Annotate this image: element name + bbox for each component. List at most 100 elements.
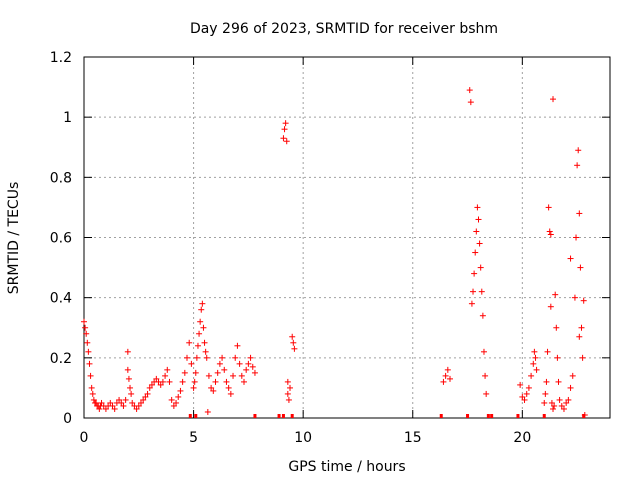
data-point	[148, 381, 155, 388]
data-point	[199, 300, 206, 307]
data-point	[245, 360, 252, 367]
plot-frame	[83, 56, 611, 419]
data-point	[198, 306, 205, 313]
data-point	[96, 405, 103, 412]
data-point	[144, 390, 151, 397]
data-point	[523, 390, 530, 397]
data-point	[210, 387, 217, 394]
data-point	[225, 384, 232, 391]
data-point	[544, 348, 551, 355]
data-point	[249, 363, 256, 370]
data-point	[571, 294, 578, 301]
data-point	[290, 339, 297, 346]
data-point	[186, 339, 193, 346]
data-point	[184, 354, 191, 361]
data-point	[202, 348, 209, 355]
zero-marker	[486, 414, 490, 418]
data-point	[116, 396, 123, 403]
data-point	[474, 204, 481, 211]
y-axis-label: SRMTID / TECUs	[6, 182, 22, 295]
data-point	[243, 366, 250, 373]
data-point	[90, 396, 97, 403]
zero-marker	[490, 414, 494, 418]
data-point	[168, 396, 175, 403]
data-point	[93, 399, 100, 406]
x-tick-label: 10	[294, 430, 312, 446]
zero-marker	[188, 414, 192, 418]
data-point	[153, 375, 160, 382]
data-point	[89, 390, 96, 397]
y-tick-label: 0.6	[50, 231, 72, 247]
data-point	[157, 381, 164, 388]
data-point	[227, 390, 234, 397]
data-point	[190, 384, 197, 391]
data-point	[85, 348, 92, 355]
y-tick-label: 0	[63, 411, 72, 427]
data-point	[525, 384, 532, 391]
y-tick-label: 1	[63, 110, 72, 126]
data-point	[466, 87, 473, 94]
data-point	[555, 378, 562, 385]
data-point	[238, 372, 245, 379]
data-point	[124, 348, 131, 355]
data-point	[140, 396, 147, 403]
data-point	[576, 333, 583, 340]
data-point	[284, 390, 291, 397]
zero-marker	[290, 414, 294, 418]
data-point	[197, 318, 204, 325]
data-point	[467, 99, 474, 106]
data-point	[247, 354, 254, 361]
zero-marker	[277, 414, 281, 418]
data-point	[107, 399, 114, 406]
chart-title: Day 296 of 2023, SRMTID for receiver bsh…	[190, 21, 498, 37]
data-point	[194, 342, 201, 349]
data-point	[579, 354, 586, 361]
data-point	[285, 396, 292, 403]
data-point	[251, 369, 258, 376]
data-point	[569, 372, 576, 379]
data-point	[528, 372, 535, 379]
data-point	[550, 405, 557, 412]
data-point	[550, 96, 557, 103]
data-point	[546, 228, 553, 235]
data-point	[83, 330, 90, 337]
data-point	[289, 333, 296, 340]
data-point	[565, 396, 572, 403]
data-point	[283, 138, 290, 145]
data-point	[223, 378, 230, 385]
data-point	[519, 393, 526, 400]
data-point	[164, 366, 171, 373]
data-point	[483, 390, 490, 397]
data-point	[478, 288, 485, 295]
zero-marker	[582, 414, 586, 418]
data-point	[530, 360, 537, 367]
data-point	[122, 396, 129, 403]
data-point	[532, 354, 539, 361]
data-point	[280, 135, 287, 142]
data-point	[576, 210, 583, 217]
data-point	[196, 330, 203, 337]
data-point	[284, 378, 291, 385]
data-point	[142, 393, 149, 400]
x-tick-label: 5	[189, 430, 198, 446]
zero-marker	[253, 414, 257, 418]
data-point	[124, 366, 131, 373]
data-point	[473, 228, 480, 235]
data-point	[125, 375, 132, 382]
data-point	[580, 297, 587, 304]
zero-marker	[516, 414, 520, 418]
x-axis-label: GPS time / hours	[288, 459, 405, 475]
tick-labels: 0 0.2 0.4 0.6 0.8 1 1.2 0 5 10 15 20	[50, 50, 532, 446]
data-point	[212, 378, 219, 385]
data-point	[84, 339, 91, 346]
data-points	[81, 87, 588, 418]
zero-marker	[466, 414, 470, 418]
data-point	[479, 312, 486, 319]
data-point	[517, 381, 524, 388]
y-tick-label: 0.4	[50, 291, 72, 307]
data-point	[102, 405, 109, 412]
data-point	[166, 378, 173, 385]
data-point	[192, 369, 199, 376]
data-point	[531, 348, 538, 355]
data-point	[128, 390, 135, 397]
